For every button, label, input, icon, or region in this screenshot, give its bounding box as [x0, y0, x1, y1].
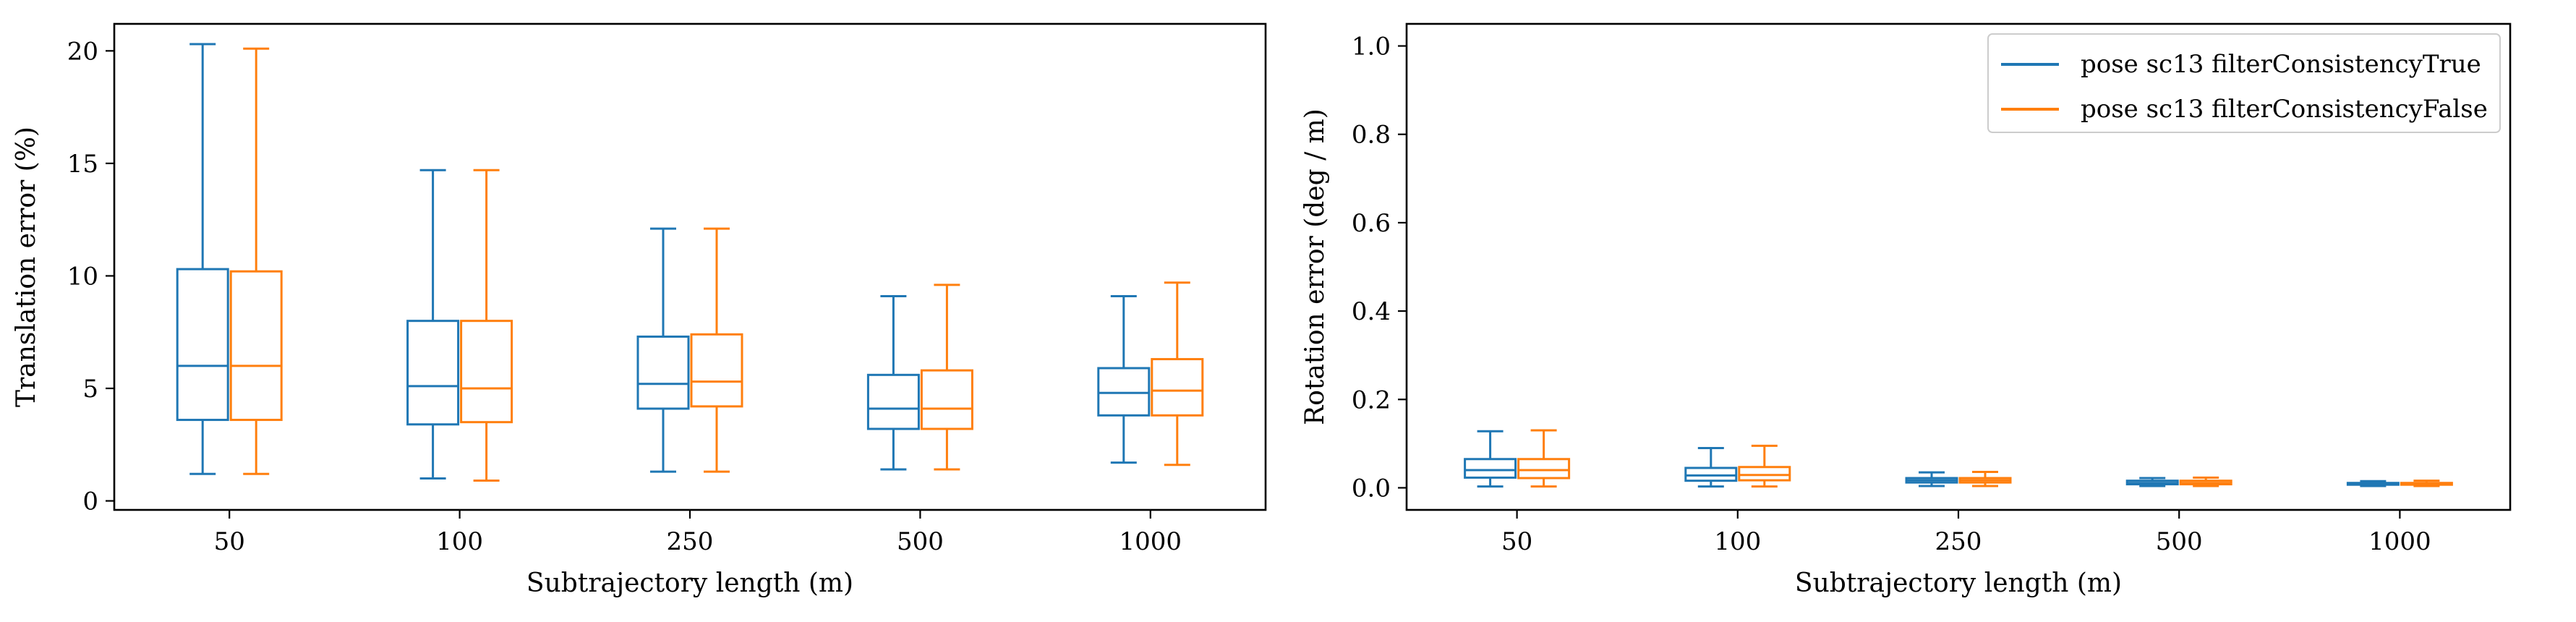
chart-panel-2: 0.0 0.2 0.4 0.6 0.8 1.0 50 100 250 500 1000 Subtraj…: [1300, 22, 2512, 598]
x-tick-label: 50: [214, 527, 245, 556]
box-true-50: [1464, 430, 1517, 488]
box-true-250: [1905, 471, 1958, 487]
box-true-100: [406, 169, 460, 480]
box-true-250: [636, 227, 690, 473]
box-iqr: [1151, 358, 1204, 417]
box-iqr: [1738, 466, 1791, 482]
x-tick-label: 1000: [2368, 527, 2431, 556]
x-axis-label: Subtrajectory length (m): [526, 568, 853, 598]
box-iqr: [406, 320, 460, 426]
box-iqr: [690, 333, 743, 408]
chart-panels: 0 5 10 15 20 50 100 250 500 1000 Subtrajectory len…: [12, 22, 2512, 598]
y-tick-label: 20: [67, 37, 98, 66]
box-false-1000: [1151, 281, 1204, 466]
x-tick-label: 100: [436, 527, 483, 556]
box-iqr: [229, 270, 283, 422]
box-true-100: [1684, 446, 1738, 488]
box-false-100: [460, 169, 513, 482]
box-false-100: [1738, 444, 1791, 488]
box-false-500: [2179, 476, 2232, 487]
box-false-50: [229, 47, 283, 475]
box-false-500: [920, 284, 973, 471]
box-iqr: [636, 335, 690, 410]
box-true-50: [176, 43, 229, 475]
box-iqr: [1684, 466, 1738, 482]
legend-label: pose sc13 filterConsistencyTrue: [2081, 50, 2481, 79]
x-axis-label: Subtrajectory length (m): [1795, 568, 2122, 598]
box-iqr: [920, 369, 973, 430]
y-axis-label: Rotation error (deg / m): [1300, 108, 1330, 425]
box-iqr: [866, 373, 920, 430]
box-iqr: [176, 268, 229, 422]
box-true-500: [866, 294, 920, 471]
x-tick-label: 250: [667, 527, 714, 556]
x-tick-label: 500: [2156, 527, 2203, 556]
y-axis-label: Translation error (%): [12, 127, 41, 407]
y-tick-label: 0.4: [1352, 297, 1391, 326]
y-tick-label: 10: [67, 262, 98, 291]
x-tick-label: 250: [1935, 527, 1982, 556]
legend-frame: [1987, 33, 2501, 133]
box-false-250: [690, 227, 743, 473]
y-tick-label: 15: [67, 150, 98, 179]
chart-panel-1: 0 5 10 15 20 50 100 250 500 1000 Subtrajectory len…: [12, 22, 1267, 598]
box-iqr: [1097, 367, 1151, 417]
x-tick-label: 1000: [1119, 527, 1182, 556]
box-false-50: [1517, 429, 1571, 488]
y-tick-label: 1.0: [1352, 33, 1391, 61]
box-true-1000: [1097, 294, 1151, 464]
x-tick-label: 100: [1714, 527, 1761, 556]
y-tick-label: 0: [82, 487, 98, 516]
legend: pose sc13 filterConsistencyTrue pose sc13…: [1987, 33, 2501, 133]
box-iqr: [1464, 458, 1517, 479]
y-tick-label: 0.8: [1352, 121, 1391, 150]
y-tick-label: 0.6: [1352, 209, 1391, 238]
box-iqr: [460, 320, 513, 424]
x-tick-label: 500: [897, 527, 944, 556]
box-true-500: [2125, 477, 2179, 487]
legend-label: pose sc13 filterConsistencyFalse: [2081, 95, 2488, 124]
y-tick-label: 0.0: [1352, 474, 1391, 503]
y-tick-label: 0.2: [1352, 385, 1391, 414]
box-false-1000: [2400, 480, 2453, 487]
box-iqr: [1517, 458, 1571, 480]
y-tick-label: 5: [82, 375, 98, 404]
box-false-250: [1958, 470, 2012, 487]
x-tick-label: 50: [1501, 527, 1532, 556]
box-true-1000: [2346, 480, 2400, 487]
